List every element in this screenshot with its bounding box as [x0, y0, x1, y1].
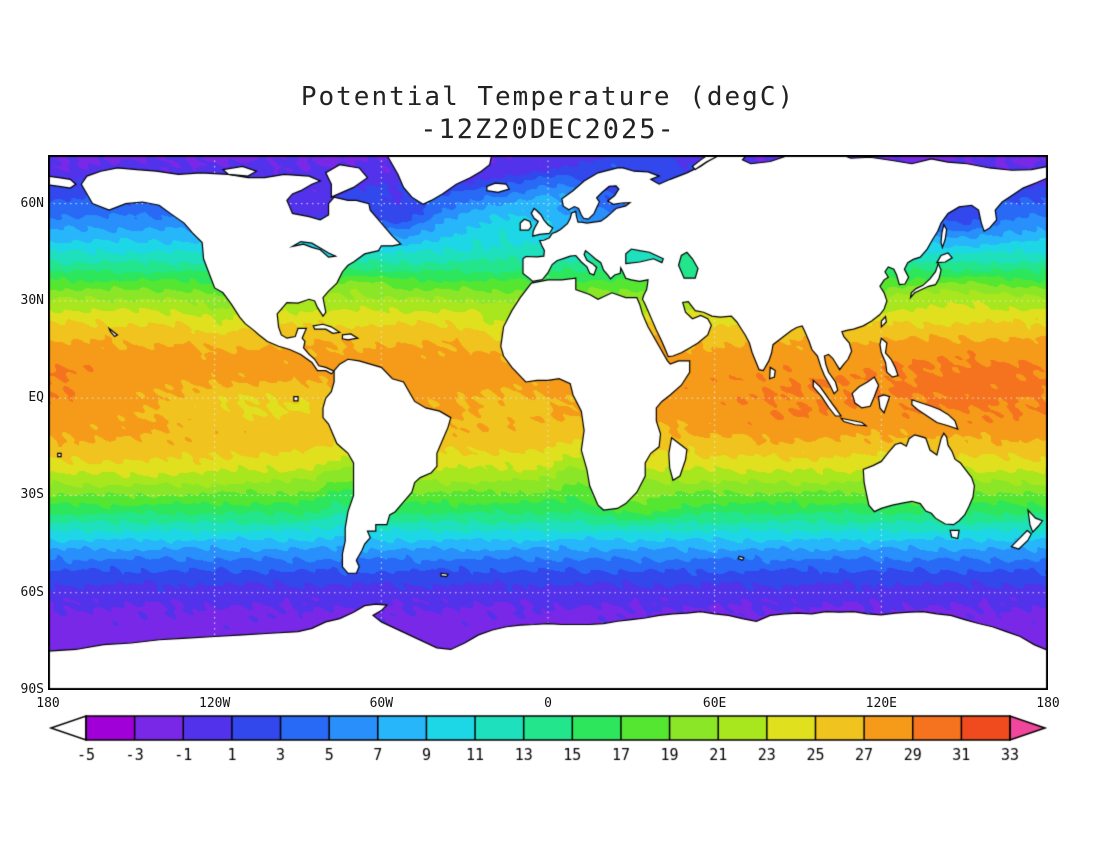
chart-title: Potential Temperature (degC) — [300, 82, 796, 112]
title-block: Potential Temperature (degC) -12Z20DEC20… — [48, 82, 1048, 145]
temperature-map-canvas — [48, 155, 1048, 690]
chart-subtitle: -12Z20DEC2025- — [420, 114, 676, 145]
colorbar-canvas — [48, 712, 1048, 770]
y-axis-tick-label: 60N — [20, 195, 44, 211]
x-axis-tick-label: 0 — [544, 696, 552, 711]
x-axis-tick-label: 180 — [36, 696, 60, 711]
map-frame — [48, 155, 1048, 690]
x-axis-tick-label: 60W — [369, 696, 394, 711]
x-axis-tick-label: 120E — [865, 696, 897, 711]
x-axis-tick-label: 60E — [702, 696, 727, 711]
y-axis-tick-label: EQ — [28, 390, 44, 406]
y-axis-tick-label: 30S — [20, 487, 44, 503]
x-axis-tick-label: 120W — [199, 696, 231, 711]
y-axis-tick-label: 90S — [20, 682, 44, 697]
x-axis-tick-label: 180 — [1036, 696, 1060, 711]
y-axis-tick-label: 30N — [20, 292, 44, 308]
y-axis-tick-label: 60S — [20, 584, 44, 600]
